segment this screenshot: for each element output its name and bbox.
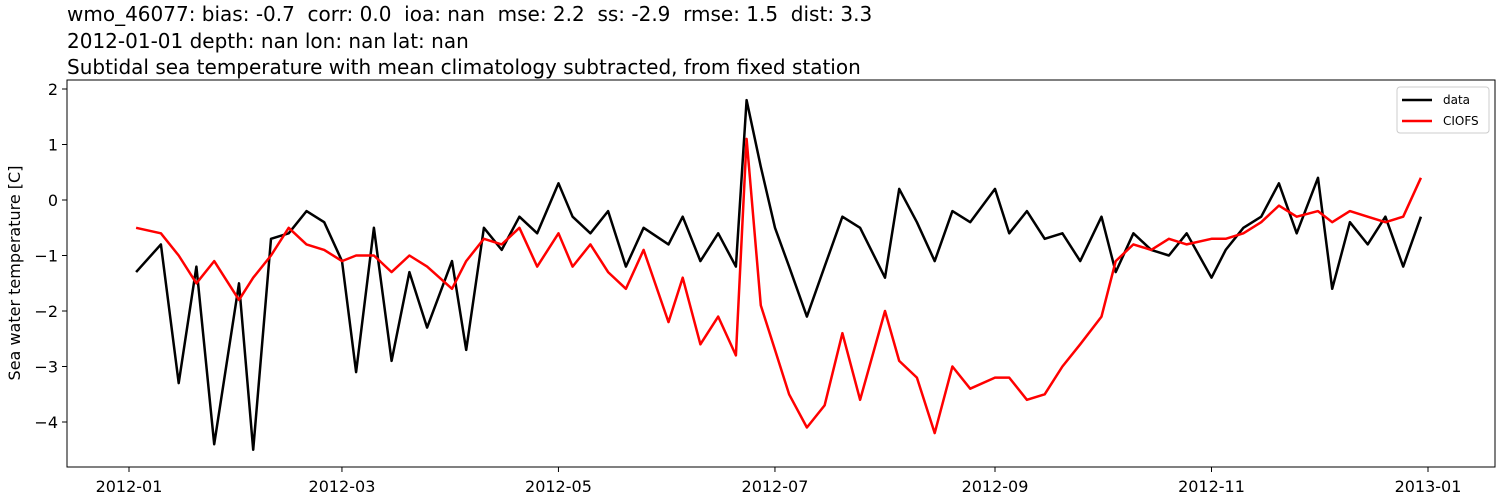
y-axis-label: Sea water temperature [C] [5, 166, 24, 381]
axes-frame [66, 79, 1496, 468]
x-tick-label: 2012-01 [96, 477, 163, 496]
figure-title-line-3: Subtidal sea temperature with mean clima… [67, 55, 861, 79]
x-tick-label: 2012-07 [742, 477, 809, 496]
legend-label-data: data [1443, 93, 1470, 107]
y-tick-label: −3 [34, 358, 58, 377]
y-tick-label: 2 [48, 80, 58, 99]
y-tick-label: −1 [34, 247, 58, 266]
y-axis: 2 1 0 −1 −2 −3 −4 [34, 80, 67, 432]
y-tick-label: −2 [34, 302, 58, 321]
series-line-data [135, 98, 1423, 452]
x-tick-label: 2012-03 [309, 477, 376, 496]
y-tick-label: 0 [48, 191, 58, 210]
plot-area [135, 98, 1423, 452]
legend: data CIOFS [1396, 86, 1490, 134]
figure-title-line-2: 2012-01-01 depth: nan lon: nan lat: nan [67, 29, 469, 53]
y-tick-label: 1 [48, 136, 58, 155]
x-tick-label: 2012-09 [962, 477, 1029, 496]
series-line-ciofs [135, 137, 1423, 435]
legend-label-ciofs: CIOFS [1443, 114, 1479, 128]
x-tick-label: 2012-05 [525, 477, 592, 496]
x-tick-label: 2013-01 [1395, 477, 1462, 496]
x-tick-label: 2012-11 [1178, 477, 1245, 496]
y-tick-label: −4 [34, 413, 58, 432]
x-axis: 2012-01 2012-03 2012-05 2012-07 2012-09 2012-… [96, 467, 1462, 496]
figure-title-line-1: wmo_46077: bias: -0.7 corr: 0.0 ioa: nan… [67, 2, 873, 26]
